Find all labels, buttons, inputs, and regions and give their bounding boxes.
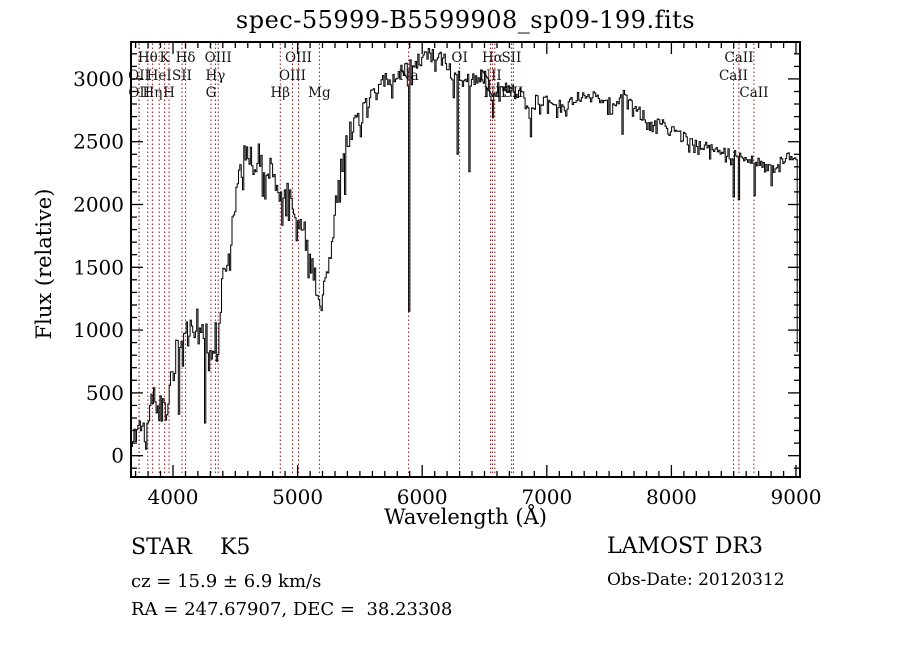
object-class-text: STAR K5 xyxy=(131,535,251,560)
x-tick-label: 5000 xyxy=(272,485,323,509)
x-axis-label: Wavelength (Å) xyxy=(384,505,547,529)
spectral-line-label: OIII xyxy=(279,68,306,84)
y-tick-label: 2500 xyxy=(73,130,124,154)
spectrum-trace xyxy=(132,48,798,450)
spectral-line-label: G xyxy=(206,85,217,101)
x-tick-label: 4000 xyxy=(148,485,199,509)
y-tick-label: 500 xyxy=(86,381,124,405)
x-tick-label: 7000 xyxy=(521,485,572,509)
spectral-line-label: Hδ xyxy=(176,50,196,66)
spectral-line-label: Hβ xyxy=(271,85,291,101)
spectral-line-label: Hα xyxy=(482,50,503,66)
y-axis-label: Flux (relative) xyxy=(32,188,56,340)
spectral-line-label: SII xyxy=(501,50,521,66)
spectral-line-label: OIII xyxy=(205,50,232,66)
coords-text: RA = 247.67907, DEC = 38.23308 xyxy=(131,599,453,620)
spectral-line-label: CaII xyxy=(739,85,768,101)
spectral-line-label: Hγ xyxy=(205,68,225,84)
spectral-line-label: OII xyxy=(128,85,150,101)
spectral-line-label: Mg xyxy=(308,85,331,101)
survey-text: LAMOST DR3 xyxy=(607,534,763,559)
spectral-line-label: OI xyxy=(451,50,467,66)
spectral-line-label: CaII xyxy=(719,68,748,84)
spectral-line-label: Hθ xyxy=(138,50,158,66)
y-tick-label: 2000 xyxy=(73,193,124,217)
spectrum-plot: OIIOIIHθHηHeIKHSIIHδGHγOIIIHβOIIIOIIIMgN… xyxy=(73,41,822,509)
spectral-line-label: OII xyxy=(128,68,150,84)
spectral-line-label: SII xyxy=(172,68,192,84)
spectral-line-label: OIII xyxy=(285,50,312,66)
y-tick-label: 1500 xyxy=(73,255,124,279)
spectral-line-label: CaII xyxy=(724,50,753,66)
spectral-line-label: H xyxy=(163,85,175,101)
y-tick-label: 3000 xyxy=(73,67,124,91)
x-tick-label: 6000 xyxy=(397,485,448,509)
x-tick-label: 8000 xyxy=(646,485,697,509)
spectral-line-label: Hη xyxy=(142,85,162,101)
x-tick-label: 9000 xyxy=(771,485,822,509)
y-tick-label: 0 xyxy=(111,444,124,468)
spectral-line-label: NII xyxy=(479,68,501,84)
spectral-line-label: HeI xyxy=(147,68,172,84)
obs-date-text: Obs-Date: 20120312 xyxy=(607,570,785,590)
spectral-line-label: K xyxy=(160,50,171,66)
y-tick-label: 1000 xyxy=(73,318,124,342)
plot-title: spec-55999-B5599908_sp09-199.fits xyxy=(235,6,696,34)
plot-frame xyxy=(130,41,801,478)
cz-text: cz = 15.9 ± 6.9 km/s xyxy=(131,571,322,592)
